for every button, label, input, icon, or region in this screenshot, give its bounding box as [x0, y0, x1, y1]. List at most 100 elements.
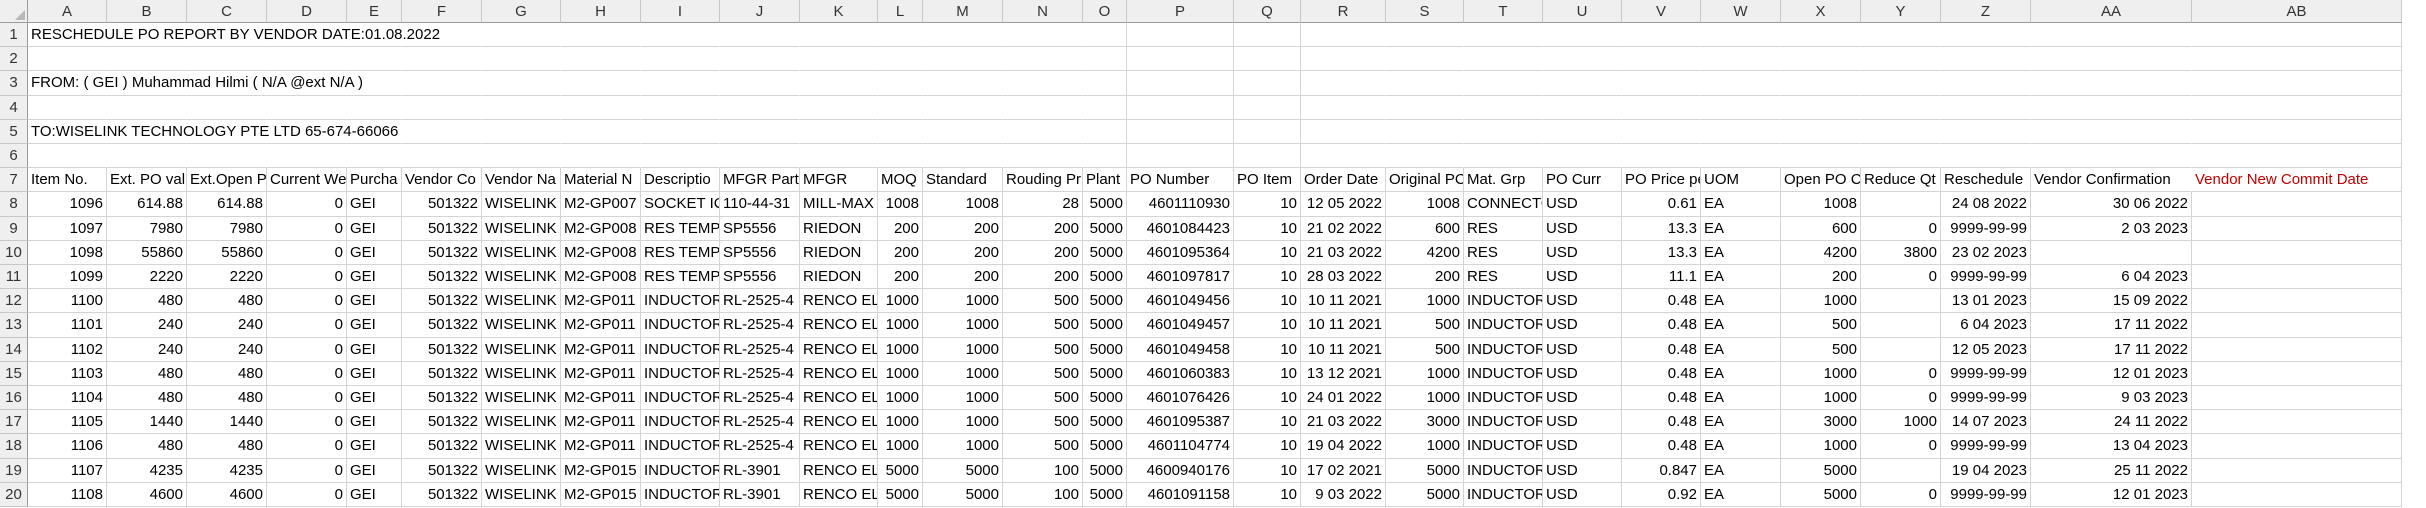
cell-q15[interactable]: 10: [1234, 361, 1301, 386]
column-header-x[interactable]: X: [1781, 0, 1861, 23]
column-header-n[interactable]: N: [1003, 0, 1083, 23]
cell-d9[interactable]: 0: [267, 216, 347, 241]
cell-t19[interactable]: INDUCTOR: [1464, 458, 1543, 483]
cell-d10[interactable]: 0: [267, 240, 347, 265]
select-all-corner[interactable]: [0, 0, 28, 23]
cell-p17[interactable]: 4601095387: [1127, 410, 1234, 435]
cell-w7[interactable]: UOM: [1701, 168, 1781, 193]
cell-s16[interactable]: 1000: [1386, 386, 1464, 411]
column-header-l[interactable]: L: [878, 0, 923, 23]
cell-u15[interactable]: USD: [1543, 361, 1622, 386]
cell-q6[interactable]: [1234, 144, 1301, 169]
cell-t20[interactable]: INDUCTOR: [1464, 482, 1543, 507]
column-header-w[interactable]: W: [1701, 0, 1781, 23]
cell-a20[interactable]: 1108: [28, 482, 107, 507]
cell-u13[interactable]: USD: [1543, 313, 1622, 338]
cell-q2[interactable]: [1234, 47, 1301, 72]
cell-l18[interactable]: 1000: [878, 434, 923, 459]
cell-ab5[interactable]: [2192, 119, 2402, 144]
cell-t7[interactable]: Mat. Grp: [1464, 168, 1543, 193]
column-header-f[interactable]: F: [402, 0, 482, 23]
cell-j15[interactable]: RL-2525-4: [720, 361, 800, 386]
column-header-t[interactable]: T: [1464, 0, 1543, 23]
cell-x7[interactable]: Open PO C: [1781, 168, 1861, 193]
row-header-9[interactable]: 9: [0, 216, 28, 241]
cell-z12[interactable]: 13 01 2023: [1941, 289, 2031, 314]
cell-m14[interactable]: 1000: [923, 337, 1003, 362]
column-header-v[interactable]: V: [1622, 0, 1701, 23]
cell-p18[interactable]: 4601104774: [1127, 434, 1234, 459]
cell-b10[interactable]: 55860: [107, 240, 187, 265]
cell-ab14[interactable]: [2192, 337, 2402, 362]
cell-i1[interactable]: [641, 23, 720, 48]
cell-n12[interactable]: 500: [1003, 289, 1083, 314]
cell-s17[interactable]: 3000: [1386, 410, 1464, 435]
column-header-d[interactable]: D: [267, 0, 347, 23]
cell-r17[interactable]: 21 03 2022: [1301, 410, 1386, 435]
cell-o9[interactable]: 5000: [1083, 216, 1127, 241]
cell-g1[interactable]: [482, 23, 561, 48]
cell-a10[interactable]: 1098: [28, 240, 107, 265]
cell-v12[interactable]: 0.48: [1622, 289, 1701, 314]
cell-y4[interactable]: [1861, 95, 1941, 120]
cell-z3[interactable]: [1941, 71, 2031, 96]
cell-k10[interactable]: RIEDON: [800, 240, 878, 265]
cell-q8[interactable]: 10: [1234, 192, 1301, 217]
cell-j19[interactable]: RL-3901: [720, 458, 800, 483]
cell-i3[interactable]: [641, 71, 720, 96]
cell-w15[interactable]: EA: [1701, 361, 1781, 386]
cell-aa11[interactable]: 6 04 2023: [2031, 265, 2192, 290]
cell-ab20[interactable]: [2192, 482, 2402, 507]
cell-y20[interactable]: 0: [1861, 482, 1941, 507]
cell-c2[interactable]: [187, 47, 267, 72]
cell-d14[interactable]: 0: [267, 337, 347, 362]
cell-f5[interactable]: [402, 119, 482, 144]
cell-aa14[interactable]: 17 11 2022: [2031, 337, 2192, 362]
cell-n3[interactable]: [1003, 71, 1083, 96]
cell-c7[interactable]: Ext.Open P: [187, 168, 267, 193]
cell-j11[interactable]: SP5556: [720, 265, 800, 290]
cell-a13[interactable]: 1101: [28, 313, 107, 338]
cell-o16[interactable]: 5000: [1083, 386, 1127, 411]
cell-k5[interactable]: [800, 119, 878, 144]
cell-r7[interactable]: Order Date: [1301, 168, 1386, 193]
cell-s4[interactable]: [1386, 95, 1464, 120]
cell-f16[interactable]: 501322: [402, 386, 482, 411]
cell-e14[interactable]: GEI: [347, 337, 402, 362]
cell-k7[interactable]: MFGR: [800, 168, 878, 193]
cell-p10[interactable]: 4601095364: [1127, 240, 1234, 265]
cell-f18[interactable]: 501322: [402, 434, 482, 459]
cell-v9[interactable]: 13.3: [1622, 216, 1701, 241]
cell-a12[interactable]: 1100: [28, 289, 107, 314]
cell-h3[interactable]: [561, 71, 641, 96]
cell-v11[interactable]: 11.1: [1622, 265, 1701, 290]
row-header-5[interactable]: 5: [0, 119, 28, 144]
cell-x14[interactable]: 500: [1781, 337, 1861, 362]
cell-i11[interactable]: RES TEMP: [641, 265, 720, 290]
cell-l20[interactable]: 5000: [878, 482, 923, 507]
cell-aa5[interactable]: [2031, 119, 2192, 144]
cell-o8[interactable]: 5000: [1083, 192, 1127, 217]
cell-ab7[interactable]: Vendor New Commit Date: [2192, 168, 2402, 193]
cell-q7[interactable]: PO Item: [1234, 168, 1301, 193]
cell-c11[interactable]: 2220: [187, 265, 267, 290]
cell-c6[interactable]: [187, 144, 267, 169]
cell-y11[interactable]: 0: [1861, 265, 1941, 290]
cell-m6[interactable]: [923, 144, 1003, 169]
cell-ab4[interactable]: [2192, 95, 2402, 120]
cell-u2[interactable]: [1543, 47, 1622, 72]
cell-c18[interactable]: 480: [187, 434, 267, 459]
cell-t5[interactable]: [1464, 119, 1543, 144]
cell-w20[interactable]: EA: [1701, 482, 1781, 507]
cell-x13[interactable]: 500: [1781, 313, 1861, 338]
cell-m18[interactable]: 1000: [923, 434, 1003, 459]
cell-d7[interactable]: Current We: [267, 168, 347, 193]
cell-h18[interactable]: M2-GP011: [561, 434, 641, 459]
cell-y8[interactable]: [1861, 192, 1941, 217]
cell-d5[interactable]: [267, 119, 347, 144]
cell-a5[interactable]: TO:WISELINK TECHNOLOGY PTE LTD 65-674-66…: [28, 120, 398, 144]
cell-q1[interactable]: [1234, 23, 1301, 48]
cell-t11[interactable]: RES: [1464, 265, 1543, 290]
cell-o2[interactable]: [1083, 47, 1127, 72]
cell-o10[interactable]: 5000: [1083, 240, 1127, 265]
